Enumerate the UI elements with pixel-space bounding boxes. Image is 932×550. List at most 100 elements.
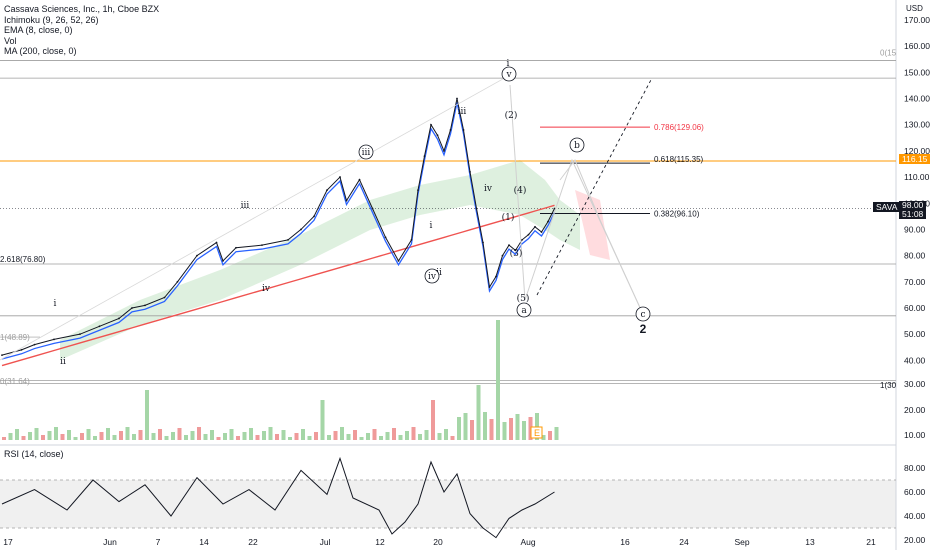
volume-bar [132,434,136,440]
volume-bar [171,432,175,440]
volume-bars: E [2,320,559,440]
volume-tick-label: 30.00 [904,379,926,389]
wave-label-iv2: iv [484,184,493,194]
time-tick-label: 21 [866,537,876,547]
price-point [469,170,471,173]
price-point [326,189,328,192]
price-tick-label: 40.00 [904,355,926,365]
last-price-value: 98.00 [902,200,924,210]
price-point [33,343,36,346]
wave-circle-c_c [635,306,651,322]
price-point [339,176,341,178]
price-point [53,338,55,341]
price-point [417,189,419,192]
price-tick-label: 110.00 [904,172,930,182]
price-point [222,259,224,262]
volume-bar [2,437,6,440]
time-tick-label: 7 [156,537,161,547]
price-point [495,275,497,278]
volume-bar [392,428,396,440]
volume-bar [301,429,305,440]
wave-label-iv_c: iv [428,272,437,282]
price-tick-label: 50.00 [904,329,926,339]
volume-bar [80,433,84,440]
price-tick-label: 160.00 [904,41,930,51]
price-tick-label: 140.00 [904,94,930,104]
volume-bar [145,390,149,440]
fib-label-1-right: 1(30 [880,381,897,390]
volume-bar [93,436,97,440]
price-point [521,239,523,241]
volume-bar [314,432,318,440]
fib-label-0786: 0.786(129.06) [654,123,704,132]
wave-label-w2: (2) [505,110,518,121]
wave-label-w3: (3) [510,248,523,259]
price-tick-label: 150.00 [904,67,930,77]
channel-line [0,74,511,361]
time-tick-label: 22 [248,537,258,547]
volume-bar [444,429,448,440]
price-point [215,241,218,244]
time-tick-label: 14 [199,537,209,547]
wave-label-iii_c: iii [362,148,371,158]
cloud-green [60,160,580,360]
volume-bar [190,431,195,440]
time-tick-label: 12 [375,537,385,547]
price-point [313,215,315,218]
legend-title: Cassava Sciences, Inc., 1h, Cboe BZX [4,4,160,14]
price-point [98,325,101,328]
volume-bar [138,430,143,440]
fib-label-0382: 0.382(96.10) [654,209,700,218]
price-tick-label: 60.00 [904,303,926,313]
wave-label-iv1: iv [262,284,271,294]
time-tick-label: Aug [520,537,535,547]
legend-ma: MA (200, close, 0) [4,46,77,56]
price-tick-label: 120.00 [904,146,930,156]
price-point [79,333,81,336]
wave-circle-v_c [501,66,517,82]
horizontal-lines: 0.786(129.06) 0.618(115.35) 0.382(96.10) 2.… [0,48,897,390]
volume-bar [236,436,240,440]
moving-averages [1,102,556,367]
volume-bar [249,428,253,440]
volume-tick-label: 20.00 [904,405,926,415]
volume-bar [405,431,409,440]
volume-bar [353,430,357,440]
wave-label-b_c: b [574,141,580,151]
price-tick-label: 70.00 [904,277,926,287]
price-point [397,259,400,262]
volume-bar [509,418,513,440]
price-point [1,354,3,357]
volume-bar [554,427,559,440]
volume-bar [288,437,292,440]
volume-bar [177,428,182,440]
volume-bar [223,433,227,440]
price-tick-label: 80.00 [904,251,926,261]
rsi-tick-label: 20.00 [904,535,926,545]
price-point [443,150,445,152]
price-point [358,178,361,181]
ichimoku-cloud [60,160,610,360]
price-point [261,244,263,247]
wave-label-v_c: v [505,70,512,80]
fib-label-0-left: 0(31.64) [0,377,30,386]
price-point [196,254,198,257]
volume-bar [99,432,104,440]
volume-bar [203,434,208,440]
cloud-red [575,190,610,260]
chart-legend: Cassava Sciences, Inc., 1h, Cboe BZX Ich… [4,4,159,57]
projection-lines [0,74,653,361]
wave-label-ii1: ii [60,357,66,367]
volume-bar [385,432,390,440]
legend-ichimoku: Ichimoku (9, 26, 52, 26) [4,14,99,25]
volume-bar [119,431,123,440]
wave-projection-gray-2 [559,159,643,313]
rsi-band [0,480,896,528]
volume-bar [210,430,214,440]
volume-bar [476,385,481,440]
wave-circle-iv_c [424,268,440,284]
volume-bar [424,430,429,440]
price-point [300,228,302,231]
earnings-icon [530,426,543,439]
